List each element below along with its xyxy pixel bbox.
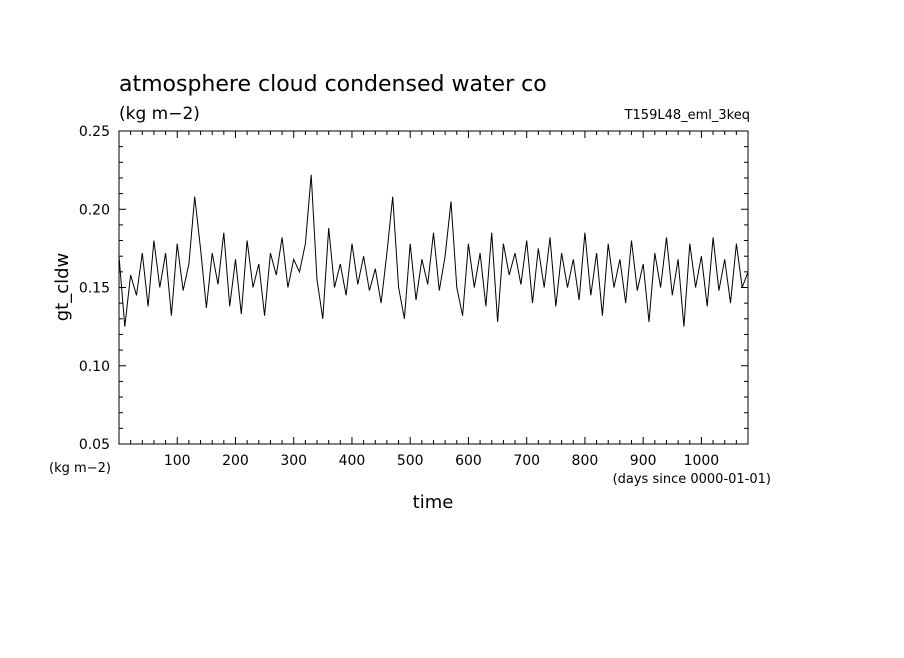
- axis-ticks: [119, 131, 748, 444]
- experiment-label: T159L48_eml_3keq: [624, 108, 750, 123]
- x-tick-label: 500: [397, 453, 424, 469]
- y-tick-label: 0.25: [79, 124, 110, 140]
- x-tick-label: 700: [513, 453, 540, 469]
- x-tick-label: 800: [572, 453, 599, 469]
- x-tick-labels: 100 200 300 400 500 600 700 800 900 1000: [164, 453, 719, 469]
- x-tick-label: 1000: [684, 453, 720, 469]
- x-tick-label: 900: [630, 453, 657, 469]
- y-axis-title: gt_cldw: [52, 253, 73, 322]
- chart-title: atmosphere cloud condensed water co: [119, 72, 547, 97]
- y-tick-label: 0.10: [79, 359, 110, 375]
- x-tick-label: 400: [339, 453, 366, 469]
- x-tick-label: 300: [280, 453, 307, 469]
- y-tick-labels: 0.05 0.10 0.15 0.20 0.25: [79, 124, 110, 453]
- chart-subtitle-units: (kg m−2): [119, 104, 200, 124]
- x-tick-label: 100: [164, 453, 191, 469]
- series-line: [118, 174, 749, 327]
- y-tick-label: 0.20: [79, 202, 110, 218]
- y-tick-label: 0.05: [79, 437, 110, 453]
- plot-frame: [118, 130, 749, 445]
- x-unit-label: (days since 0000-01-01): [613, 472, 771, 487]
- y-unit-label: (kg m−2): [49, 461, 111, 476]
- y-tick-label: 0.15: [79, 281, 110, 297]
- x-tick-label: 200: [222, 453, 249, 469]
- x-tick-label: 600: [455, 453, 482, 469]
- x-axis-title: time: [413, 492, 454, 513]
